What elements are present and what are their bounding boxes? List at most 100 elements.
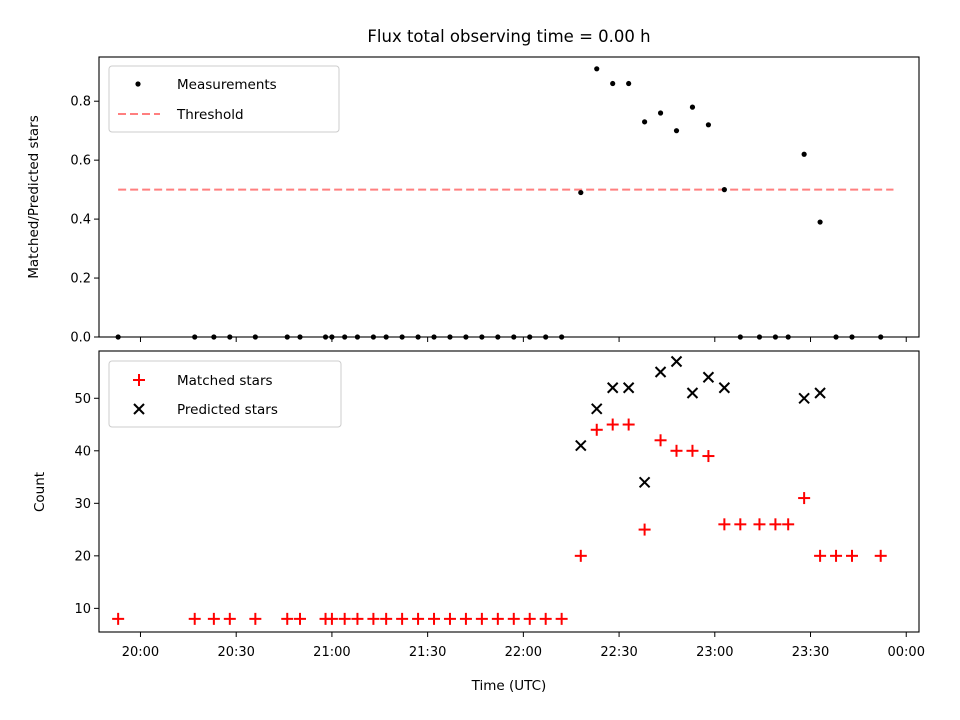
matched-star-point xyxy=(769,518,782,531)
predicted-star-point xyxy=(686,387,699,399)
count-x-tick-label: 22:00 xyxy=(505,645,542,660)
predicted-star-point xyxy=(670,355,683,368)
matched-star-point xyxy=(412,612,425,625)
count-x-tick-label: 00:00 xyxy=(888,645,925,660)
legend-predicted-label: Predicted stars xyxy=(177,402,278,418)
matched-star-point xyxy=(281,612,294,625)
matched-star-point xyxy=(654,434,667,447)
count-y-tick-label: 40 xyxy=(74,444,91,459)
count-x-tick-label: 23:30 xyxy=(792,645,829,660)
ratio-y-tick-label: 0.8 xyxy=(70,95,91,110)
matched-star-point xyxy=(523,612,536,625)
measurement-point xyxy=(689,104,696,110)
matched-star-point xyxy=(380,612,393,625)
legend-threshold-label: Threshold xyxy=(176,107,244,123)
measurement-point xyxy=(817,219,823,225)
legend-matched-marker xyxy=(133,374,145,386)
matched-star-point xyxy=(338,612,351,625)
measurement-point xyxy=(642,119,648,125)
predicted-star-point xyxy=(718,382,731,394)
matched-star-point xyxy=(606,418,619,431)
matched-star-point xyxy=(555,612,568,625)
count-x-tick-label: 21:30 xyxy=(409,645,446,660)
ratio-legend-box xyxy=(108,65,340,133)
matched-star-point xyxy=(798,492,811,505)
count-panel: 10 20 30 40 50 20:00 20:30 21:00 21:30 22:00 22:3… xyxy=(32,350,925,694)
measurement-point xyxy=(578,189,584,196)
count-x-ticks: 20:00 20:30 21:00 21:30 22:00 22:30 23:00 23:30… xyxy=(122,632,925,660)
count-x-tick-label: 20:00 xyxy=(122,645,159,660)
matched-star-point xyxy=(845,549,858,562)
count-y-tick-label: 20 xyxy=(74,549,91,564)
legend-predicted-marker xyxy=(133,403,145,415)
count-x-tick-label: 21:00 xyxy=(313,645,350,660)
matched-star-point xyxy=(874,549,887,562)
matched-star-point xyxy=(367,612,380,625)
matched-star-point xyxy=(782,518,795,531)
matched-star-point xyxy=(686,444,699,457)
count-y-ticks: 10 20 30 40 50 xyxy=(74,392,99,617)
count-x-tick-label: 20:30 xyxy=(217,645,254,660)
predicted-star-point xyxy=(575,439,587,452)
matched-star-point xyxy=(207,612,220,625)
matched-star-point xyxy=(249,612,262,625)
x-axis-label: Time (UTC) xyxy=(471,678,547,694)
predicted-star-point xyxy=(702,371,715,383)
predicted-star-point xyxy=(622,382,635,394)
predicted-star-point xyxy=(638,476,651,489)
ratio-y-axis-label: Matched/Predicted stars xyxy=(26,115,42,278)
matched-star-point xyxy=(443,612,456,625)
predicted-star-point xyxy=(814,387,826,399)
count-marks xyxy=(112,355,887,625)
count-legend: Matched stars Predicted stars xyxy=(108,360,342,428)
measurement-point xyxy=(673,128,680,134)
ratio-y-tick-label: 0.0 xyxy=(70,331,91,346)
count-legend-box xyxy=(108,360,342,428)
matched-star-point xyxy=(753,518,766,531)
matched-star-point xyxy=(507,612,520,625)
matched-star-point xyxy=(475,612,488,625)
matched-star-point xyxy=(718,518,731,531)
matched-star-point xyxy=(814,549,827,562)
matched-star-point xyxy=(539,612,552,625)
matched-star-point xyxy=(491,612,504,625)
matched-star-point xyxy=(188,612,201,625)
ratio-y-tick-label: 0.2 xyxy=(70,272,91,287)
matched-star-point xyxy=(396,612,409,625)
measurement-point xyxy=(626,80,632,87)
count-x-tick-label: 23:00 xyxy=(696,645,733,660)
matched-star-point xyxy=(428,612,441,625)
ratio-panel: 0.00.20.40.60.8 Matched/Predicted stars … xyxy=(26,56,920,346)
matched-star-point xyxy=(830,549,843,562)
ratio-y-tick-label: 0.6 xyxy=(70,154,91,169)
count-x-tick-label: 22:30 xyxy=(600,645,637,660)
matched-star-point xyxy=(670,444,683,457)
ratio-y-ticks: 0.0 0.2 0.4 0.6 0.8 xyxy=(70,95,99,346)
legend-measurements-marker xyxy=(135,81,141,87)
matched-star-point xyxy=(325,612,338,625)
figure-title: Flux total observing time = 0.00 h xyxy=(367,27,650,46)
matched-star-point xyxy=(702,450,715,463)
count-y-tick-label: 10 xyxy=(74,602,91,617)
matched-star-point xyxy=(112,612,125,625)
matched-star-point xyxy=(622,418,635,431)
legend-measurements-label: Measurements xyxy=(177,77,277,93)
ratio-axes-frame xyxy=(98,56,920,338)
measurement-point xyxy=(610,80,616,87)
count-y-tick-label: 50 xyxy=(74,392,91,407)
measurement-point xyxy=(801,151,807,157)
measurement-point xyxy=(705,122,712,128)
matched-star-point xyxy=(734,518,747,531)
predicted-star-point xyxy=(798,392,810,404)
matched-star-point xyxy=(351,612,364,625)
matched-star-point xyxy=(638,523,651,536)
matched-star-point xyxy=(459,612,472,625)
matched-star-point xyxy=(223,612,236,625)
predicted-star-point xyxy=(654,366,667,378)
legend-matched-label: Matched stars xyxy=(177,373,273,389)
matched-star-point xyxy=(590,423,603,436)
count-y-axis-label: Count xyxy=(32,472,48,512)
measurement-point xyxy=(721,187,727,193)
matched-star-point xyxy=(574,549,587,562)
